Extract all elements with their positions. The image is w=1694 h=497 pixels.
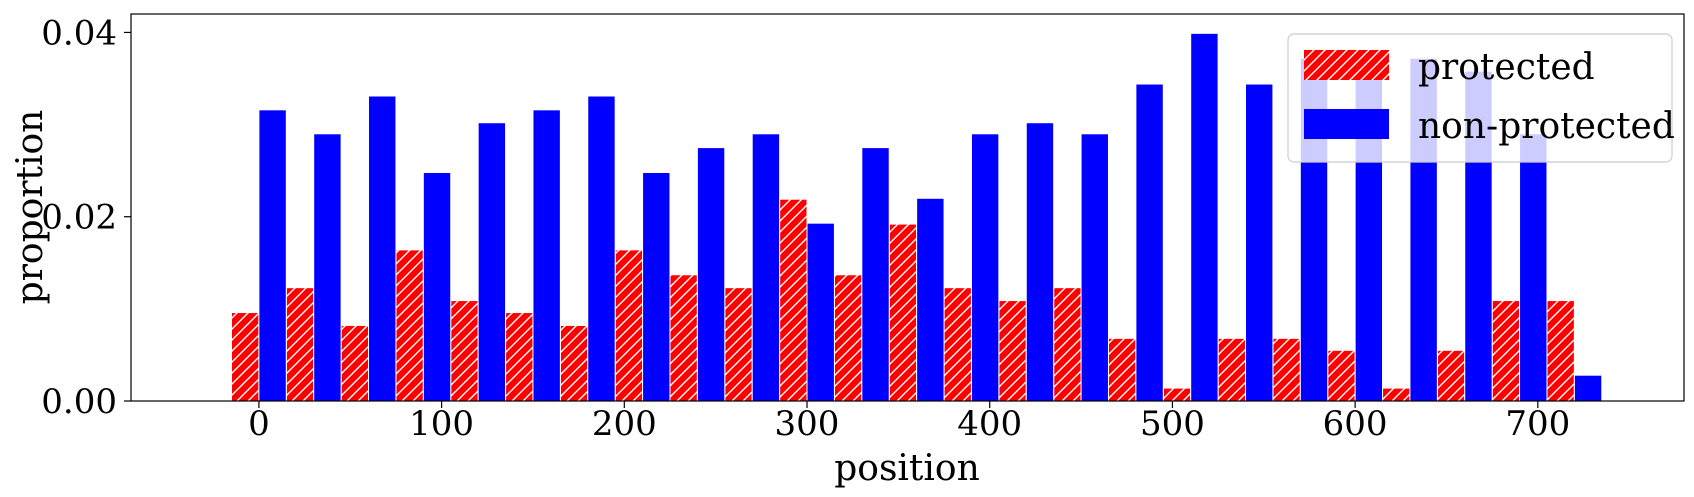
- bar-hatch-protected: [1327, 350, 1356, 401]
- bar-non-protected: [916, 197, 945, 401]
- x-axis: 0 100 200 300 400 500 600 700: [248, 401, 1570, 444]
- x-tick-label: 200: [592, 404, 657, 444]
- bar-non-protected: [477, 122, 507, 401]
- bar-non-protected: [642, 171, 671, 401]
- y-axis: 0.00 0.02 0.04: [41, 13, 131, 422]
- bar-hatch-protected: [724, 287, 753, 401]
- bar-non-protected: [806, 222, 835, 401]
- bar-hatch-protected: [1163, 388, 1191, 401]
- bar-non-protected: [368, 95, 397, 401]
- x-tick-label: 0: [248, 404, 270, 444]
- bar-non-protected: [313, 133, 342, 401]
- y-tick-label: 0.00: [41, 382, 117, 422]
- legend-label-non-protected: non-protected: [1418, 106, 1675, 147]
- bar-non-protected: [532, 109, 561, 401]
- bar-hatch-protected: [1108, 338, 1136, 401]
- bar-non-protected: [1519, 133, 1548, 401]
- bar-hatch-protected: [944, 287, 972, 401]
- legend: protected non-protected: [1287, 33, 1675, 163]
- bar-non-protected: [1573, 374, 1603, 401]
- bar-hatch-protected: [560, 325, 588, 401]
- bar-hatch-protected: [1492, 300, 1520, 401]
- bar-non-protected: [258, 109, 287, 401]
- bar-hatch-protected: [395, 249, 424, 401]
- legend-item-protected: protected: [1304, 47, 1595, 88]
- x-tick-label: 300: [775, 404, 840, 444]
- bar-hatch-protected: [1437, 350, 1465, 401]
- bar-non-protected: [1025, 122, 1055, 401]
- plot-frame: [130, 13, 1685, 402]
- bar-hatch-protected: [1272, 338, 1301, 401]
- bar-hatch-protected: [341, 325, 369, 401]
- bar-non-protected: [1080, 133, 1109, 401]
- bar-hatch-protected: [998, 300, 1027, 401]
- x-tick-label: 400: [957, 404, 1022, 444]
- bar-hatch-protected: [834, 274, 862, 401]
- legend-swatch-hatch: [1304, 50, 1389, 80]
- bar-non-protected: [751, 133, 781, 401]
- bar-non-protected: [970, 133, 1000, 401]
- bar-hatch-protected: [1218, 338, 1246, 401]
- legend-item-non-protected: non-protected: [1304, 106, 1675, 147]
- bar-hatch-protected: [1053, 287, 1082, 401]
- bar-hatch-protected: [669, 274, 698, 401]
- bar-non-protected: [1135, 83, 1164, 401]
- x-tick-label: 500: [1140, 404, 1205, 444]
- bar-non-protected: [861, 147, 890, 401]
- bar-hatch-protected: [615, 249, 643, 401]
- x-axis-label: position: [834, 448, 980, 489]
- bar-hatch-protected: [1382, 388, 1410, 401]
- bar-non-protected: [696, 147, 726, 401]
- x-tick-label: 100: [409, 404, 474, 444]
- bar-non-protected: [1190, 32, 1219, 401]
- legend-label-protected: protected: [1418, 47, 1595, 88]
- bar-hatch-protected: [450, 300, 479, 401]
- legend-swatch-non-protected: [1304, 109, 1389, 139]
- y-axis-label: proportion: [10, 110, 51, 305]
- bar-hatch-protected: [889, 224, 917, 401]
- bar-hatch-protected: [779, 199, 808, 401]
- bar-non-protected: [587, 95, 616, 401]
- y-tick-label: 0.02: [41, 198, 117, 238]
- y-tick-label: 0.04: [41, 13, 117, 53]
- bar-hatch-protected: [231, 312, 259, 401]
- bar-hatch-protected: [1546, 300, 1575, 401]
- bar-hatch-protected: [505, 312, 533, 401]
- bar-hatch-protected: [286, 287, 314, 401]
- x-tick-label: 600: [1323, 404, 1388, 444]
- x-tick-label: 700: [1505, 404, 1570, 444]
- bar-non-protected: [422, 171, 452, 401]
- bar-non-protected: [1245, 83, 1274, 401]
